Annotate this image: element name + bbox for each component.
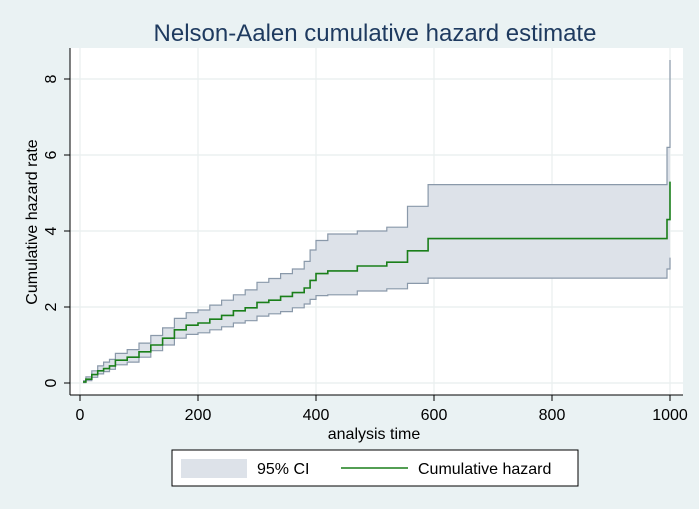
y-tick-label: 0 bbox=[43, 378, 60, 387]
y-tick-label: 2 bbox=[43, 302, 60, 311]
ci-band bbox=[83, 60, 671, 384]
ci-band-fill bbox=[83, 60, 670, 383]
x-tick-label: 200 bbox=[185, 407, 212, 424]
y-tick-label: 4 bbox=[43, 226, 60, 235]
chart-title: Nelson-Aalen cumulative hazard estimate bbox=[154, 20, 597, 47]
ci-lower-line bbox=[83, 257, 671, 384]
y-tick-label: 8 bbox=[43, 74, 60, 83]
grid bbox=[70, 48, 683, 395]
x-tick-label: 0 bbox=[76, 407, 85, 424]
x-axis-label: analysis time bbox=[328, 426, 421, 443]
cumulative-hazard-line bbox=[83, 181, 671, 383]
y-tick-label: 6 bbox=[43, 150, 60, 159]
axes bbox=[69, 48, 683, 396]
legend: 95% CI Cumulative hazard bbox=[171, 449, 579, 487]
legend-ci-swatch bbox=[181, 459, 247, 478]
tick-labels: 0 200 400 600 800 1000 0 2 4 6 8 bbox=[43, 74, 688, 424]
legend-ci-label: 95% CI bbox=[257, 461, 309, 478]
x-tick-label: 800 bbox=[539, 407, 566, 424]
x-tick-label: 1000 bbox=[652, 407, 688, 424]
hazard-line bbox=[83, 181, 671, 383]
ci-upper-line bbox=[83, 60, 671, 382]
y-axis-label: Cumulative hazard rate bbox=[24, 139, 41, 305]
x-tick-label: 600 bbox=[421, 407, 448, 424]
x-tick-label: 400 bbox=[303, 407, 330, 424]
legend-hazard-label: Cumulative hazard bbox=[418, 461, 551, 478]
